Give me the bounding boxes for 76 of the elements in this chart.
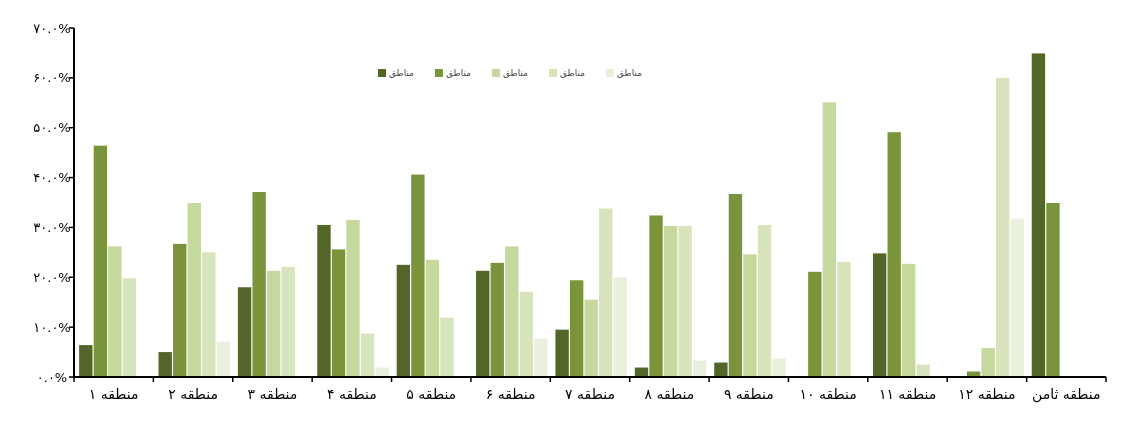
bar	[346, 219, 360, 377]
bar	[808, 271, 822, 377]
legend-label: مناطق	[503, 68, 529, 79]
bar	[1031, 53, 1046, 377]
bar	[252, 192, 266, 377]
x-tick-label: منطقه ۷	[565, 386, 615, 402]
bar	[237, 287, 252, 377]
bar	[93, 145, 108, 377]
x-tick-label: منطقه ۳	[247, 386, 298, 402]
bar	[569, 280, 584, 377]
x-tick-label: منطقه ۸	[644, 386, 695, 402]
y-tick-label: ۴۰.۰%	[33, 170, 71, 186]
x-tick-label: منطقه ۱۰	[799, 386, 857, 402]
y-tick-label: ۰.۰%	[36, 369, 68, 385]
bar	[440, 317, 454, 377]
y-tick-label: ۳۰.۰%	[33, 219, 71, 235]
bar	[281, 266, 295, 377]
x-tick-label: منطقه ۴	[326, 386, 377, 402]
bar	[79, 345, 93, 377]
bar	[678, 225, 692, 377]
bar	[490, 262, 504, 377]
x-tick-label: منطقه ثامن	[1032, 386, 1101, 403]
y-tick-label: ۱۰.۰%	[33, 319, 71, 335]
x-tick-label: منطقه ۲	[168, 386, 218, 402]
bar	[158, 352, 172, 377]
bar	[822, 102, 837, 377]
bar	[266, 270, 281, 377]
bar	[505, 246, 519, 377]
legend-label: مناطق	[389, 68, 415, 79]
y-tick-label: ۷۰.۰%	[33, 20, 71, 36]
x-tick-label: منطقه ۱۲	[958, 386, 1016, 402]
bar	[122, 278, 137, 377]
y-tick-label: ۵۰.۰%	[33, 120, 71, 136]
bar	[519, 291, 534, 377]
legend-label: مناطق	[560, 68, 586, 79]
bar	[728, 194, 743, 377]
bar	[360, 333, 375, 377]
bar	[108, 246, 122, 377]
y-tick-label: ۲۰.۰%	[33, 269, 71, 285]
bar	[772, 358, 786, 377]
bar	[981, 348, 995, 377]
y-tick-label: ۶۰.۰%	[33, 70, 71, 86]
bar	[425, 259, 440, 377]
bar	[331, 249, 346, 377]
bar	[887, 132, 901, 377]
bar	[1010, 218, 1024, 377]
x-tick-label: منطقه ۵	[406, 386, 457, 402]
legend-label: مناطق	[446, 68, 472, 79]
bar	[187, 203, 201, 377]
bar	[995, 77, 1010, 377]
bar	[396, 264, 411, 377]
bar	[411, 174, 425, 377]
bar	[599, 208, 613, 377]
bar	[757, 224, 772, 377]
legend-label: مناطق	[617, 68, 643, 79]
x-tick-label: منطقه ۱۱	[878, 386, 937, 402]
bar	[649, 215, 663, 377]
bar	[216, 341, 231, 377]
x-tick-label: منطقه ۹	[723, 386, 774, 402]
bar	[317, 224, 331, 377]
bar	[837, 261, 851, 377]
bar	[872, 253, 887, 377]
bar	[534, 338, 548, 377]
bar	[584, 299, 598, 377]
bar	[555, 329, 569, 377]
bar	[476, 270, 490, 377]
bar	[202, 252, 216, 377]
bar	[173, 243, 187, 377]
bar	[743, 254, 757, 377]
bar	[714, 362, 728, 377]
bar	[902, 263, 916, 377]
bar	[1046, 203, 1060, 377]
x-tick-label: منطقه ۱	[88, 386, 139, 402]
bar	[663, 225, 678, 377]
bar	[613, 277, 627, 377]
x-tick-label: منطقه ۶	[485, 386, 536, 402]
